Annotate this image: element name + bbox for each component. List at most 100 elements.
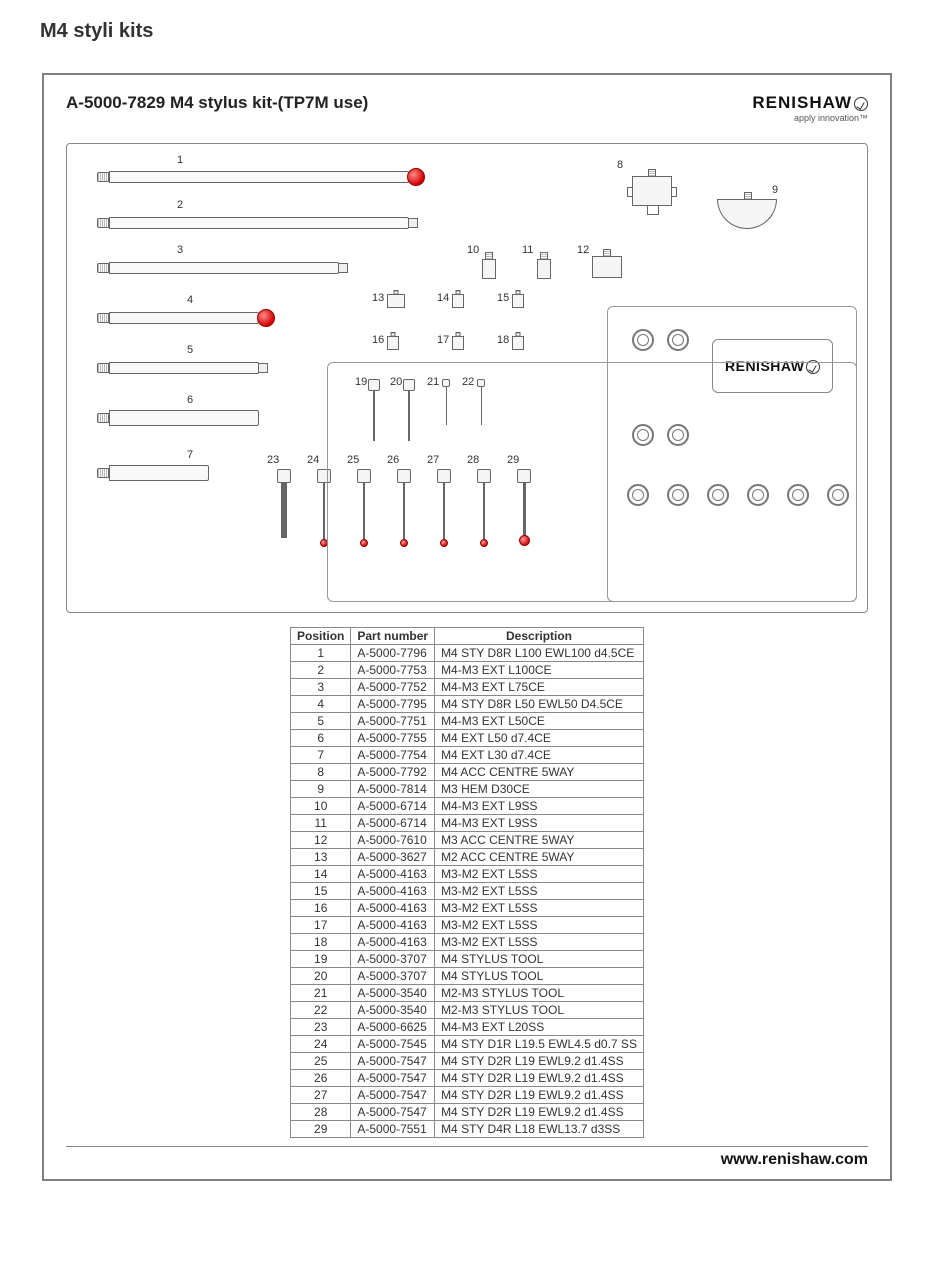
- table-row: 24A-5000-7545M4 STY D1R L19.5 EWL4.5 d0.…: [291, 1036, 644, 1053]
- part-1: [97, 168, 425, 186]
- label-15: 15: [497, 292, 509, 304]
- part-2: [97, 214, 418, 232]
- part-9: [717, 199, 777, 229]
- part-23: [277, 469, 291, 538]
- cell-position: 14: [291, 866, 351, 883]
- table-row: 16A-5000-4163M3-M2 EXT L5SS: [291, 900, 644, 917]
- cell-position: 25: [291, 1053, 351, 1070]
- cell-description: M3-M2 EXT L5SS: [435, 883, 644, 900]
- cell-partnumber: A-5000-7752: [351, 679, 435, 696]
- cell-partnumber: A-5000-7792: [351, 764, 435, 781]
- col-description: Description: [435, 628, 644, 645]
- cell-partnumber: A-5000-7547: [351, 1087, 435, 1104]
- cell-position: 9: [291, 781, 351, 798]
- cell-position: 26: [291, 1070, 351, 1087]
- kit-diagram: 1 2 3 4 5 6 7: [66, 143, 868, 613]
- cell-partnumber: A-5000-7551: [351, 1121, 435, 1138]
- table-row: 9A-5000-7814M3 HEM D30CE: [291, 781, 644, 798]
- cell-partnumber: A-5000-6625: [351, 1019, 435, 1036]
- cell-position: 2: [291, 662, 351, 679]
- cell-description: M4 STY D2R L19 EWL9.2 d1.4SS: [435, 1053, 644, 1070]
- part-6: [97, 409, 259, 427]
- cell-description: M4 STY D8R L100 EWL100 d4.5CE: [435, 645, 644, 662]
- part-16: [387, 336, 399, 350]
- footer-url: www.renishaw.com: [66, 1146, 868, 1169]
- cell-description: M4 STYLUS TOOL: [435, 951, 644, 968]
- cell-partnumber: A-5000-3627: [351, 849, 435, 866]
- label-14: 14: [437, 292, 449, 304]
- cell-partnumber: A-5000-7814: [351, 781, 435, 798]
- cell-position: 23: [291, 1019, 351, 1036]
- table-row: 17A-5000-4163M3-M2 EXT L5SS: [291, 917, 644, 934]
- cell-position: 7: [291, 747, 351, 764]
- label-17: 17: [437, 334, 449, 346]
- part-5: [97, 359, 268, 377]
- kit-title: A-5000-7829 M4 stylus kit-(TP7M use): [66, 93, 368, 113]
- cell-position: 19: [291, 951, 351, 968]
- brand-tagline: apply innovation™: [752, 113, 868, 123]
- col-position: Position: [291, 628, 351, 645]
- table-row: 2A-5000-7753M4-M3 EXT L100CE: [291, 662, 644, 679]
- label-16: 16: [372, 334, 384, 346]
- label-2: 2: [177, 199, 183, 211]
- cell-description: M4 EXT L50 d7.4CE: [435, 730, 644, 747]
- label-23: 23: [267, 454, 279, 466]
- label-10: 10: [467, 244, 479, 256]
- cell-position: 27: [291, 1087, 351, 1104]
- cell-position: 8: [291, 764, 351, 781]
- table-row: 22A-5000-3540M2-M3 STYLUS TOOL: [291, 1002, 644, 1019]
- table-row: 5A-5000-7751M4-M3 EXT L50CE: [291, 713, 644, 730]
- part-7: [97, 464, 209, 482]
- cell-partnumber: A-5000-7755: [351, 730, 435, 747]
- cell-description: M4-M3 EXT L20SS: [435, 1019, 644, 1036]
- cell-partnumber: A-5000-3540: [351, 985, 435, 1002]
- cell-partnumber: A-5000-4163: [351, 917, 435, 934]
- cell-description: M3-M2 EXT L5SS: [435, 900, 644, 917]
- cell-partnumber: A-5000-7610: [351, 832, 435, 849]
- page-title: M4 styli kits: [40, 20, 894, 43]
- label-5: 5: [187, 344, 193, 356]
- cell-position: 18: [291, 934, 351, 951]
- part-14: [452, 294, 464, 308]
- table-row: 28A-5000-7547M4 STY D2R L19 EWL9.2 d1.4S…: [291, 1104, 644, 1121]
- cell-partnumber: A-5000-6714: [351, 798, 435, 815]
- cell-description: M2-M3 STYLUS TOOL: [435, 985, 644, 1002]
- table-row: 8A-5000-7792M4 ACC CENTRE 5WAY: [291, 764, 644, 781]
- brand-logo-icon: [854, 97, 868, 111]
- part-10: [482, 259, 496, 279]
- cell-position: 29: [291, 1121, 351, 1138]
- table-row: 29A-5000-7551M4 STY D4R L18 EWL13.7 d3SS: [291, 1121, 644, 1138]
- brand-name: RENISHAW: [752, 93, 852, 112]
- part-18: [512, 336, 524, 350]
- cell-description: M3-M2 EXT L5SS: [435, 934, 644, 951]
- cell-position: 13: [291, 849, 351, 866]
- cell-description: M3 ACC CENTRE 5WAY: [435, 832, 644, 849]
- label-13: 13: [372, 292, 384, 304]
- table-row: 1A-5000-7796M4 STY D8R L100 EWL100 d4.5C…: [291, 645, 644, 662]
- parts-table: Position Part number Description 1A-5000…: [290, 627, 644, 1138]
- part-15: [512, 294, 524, 308]
- table-row: 23A-5000-6625M4-M3 EXT L20SS: [291, 1019, 644, 1036]
- label-8: 8: [617, 159, 623, 171]
- cell-position: 1: [291, 645, 351, 662]
- cell-description: M3-M2 EXT L5SS: [435, 917, 644, 934]
- table-row: 15A-5000-4163M3-M2 EXT L5SS: [291, 883, 644, 900]
- table-row: 11A-5000-6714M4-M3 EXT L9SS: [291, 815, 644, 832]
- cell-description: M4-M3 EXT L100CE: [435, 662, 644, 679]
- cell-partnumber: A-5000-7547: [351, 1070, 435, 1087]
- table-header-row: Position Part number Description: [291, 628, 644, 645]
- cell-position: 20: [291, 968, 351, 985]
- cell-partnumber: A-5000-7795: [351, 696, 435, 713]
- label-24: 24: [307, 454, 319, 466]
- table-row: 19A-5000-3707M4 STYLUS TOOL: [291, 951, 644, 968]
- label-6: 6: [187, 394, 193, 406]
- cell-partnumber: A-5000-4163: [351, 866, 435, 883]
- table-row: 27A-5000-7547M4 STY D2R L19 EWL9.2 d1.4S…: [291, 1087, 644, 1104]
- cell-description: M4-M3 EXT L75CE: [435, 679, 644, 696]
- cell-partnumber: A-5000-4163: [351, 934, 435, 951]
- part-13: [387, 294, 405, 308]
- cell-position: 24: [291, 1036, 351, 1053]
- table-row: 13A-5000-3627M2 ACC CENTRE 5WAY: [291, 849, 644, 866]
- label-18: 18: [497, 334, 509, 346]
- cell-partnumber: A-5000-3707: [351, 968, 435, 985]
